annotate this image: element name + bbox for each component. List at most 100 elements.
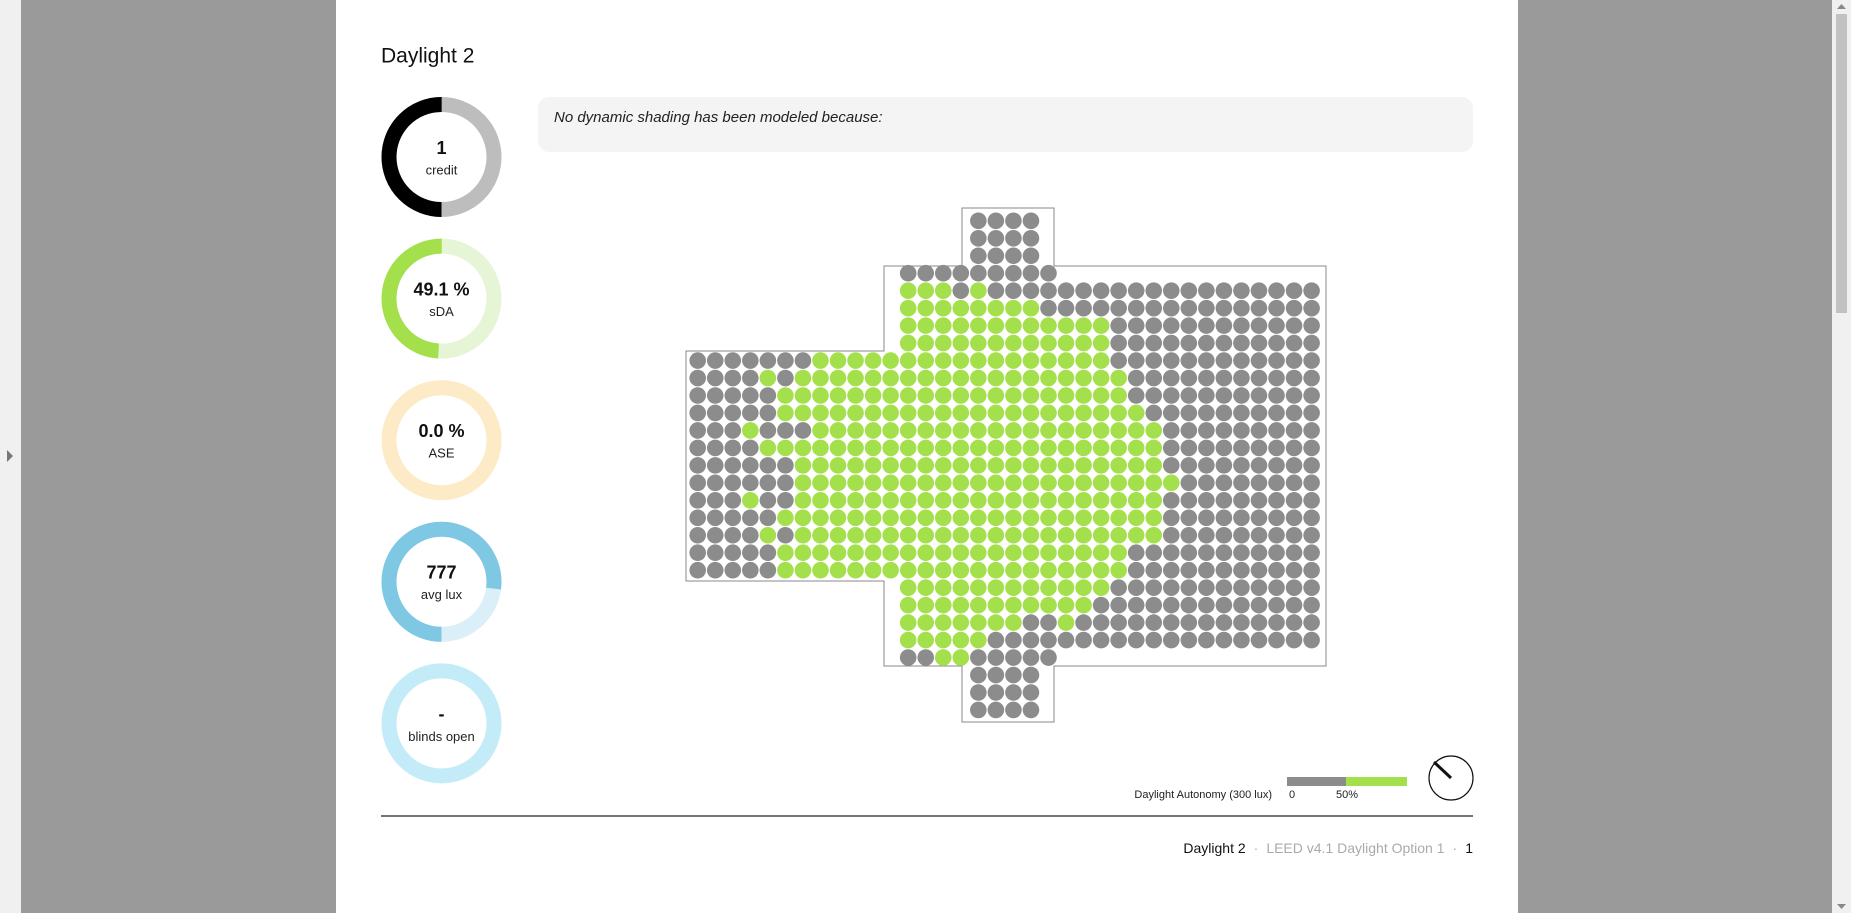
sensor-point — [970, 247, 987, 265]
sensor-point — [899, 509, 917, 527]
sensor-point — [1057, 369, 1075, 387]
sensor-point — [1268, 526, 1285, 544]
sensor-point — [1145, 509, 1163, 527]
sensor-point — [1092, 561, 1110, 579]
sensor-point — [1022, 649, 1040, 666]
sensor-point — [829, 439, 847, 457]
sensor-point — [1180, 282, 1198, 299]
sensor-point — [1040, 264, 1057, 282]
sensor-point — [1057, 492, 1075, 509]
sensor-point — [812, 404, 829, 422]
sensor-point — [1268, 544, 1285, 562]
sensor-point — [1110, 596, 1127, 614]
sensor-point — [987, 457, 1005, 474]
sensor-point — [1022, 457, 1040, 474]
sensor-point — [1233, 334, 1250, 352]
sensor-point — [917, 282, 935, 299]
sensor-point — [1285, 474, 1303, 492]
sensor-point — [1180, 596, 1198, 614]
sensor-point — [1303, 369, 1320, 387]
sensor-point — [1162, 457, 1180, 474]
sensor-point — [1075, 282, 1092, 299]
sensor-point — [706, 387, 724, 404]
sensor-point — [1057, 299, 1075, 317]
sensor-point — [987, 299, 1005, 317]
sensor-point — [1005, 561, 1022, 579]
sensor-point — [812, 526, 829, 544]
sensor-point — [1092, 526, 1110, 544]
sensor-point — [1110, 334, 1127, 352]
sensor-point — [952, 334, 970, 352]
sensor-point — [1233, 422, 1250, 439]
sensor-point — [1005, 474, 1022, 492]
sensor-point — [1250, 282, 1268, 299]
sensor-point — [1303, 631, 1320, 649]
sensor-point — [1215, 509, 1233, 527]
sensor-point — [1303, 561, 1320, 579]
sensor-point — [864, 404, 882, 422]
sensor-point — [899, 492, 917, 509]
sensor-point — [934, 492, 952, 509]
sensor-point — [917, 264, 935, 282]
sensor-point — [1198, 352, 1215, 369]
sensor-point — [1198, 614, 1215, 631]
sensor-point — [689, 474, 706, 492]
sensor-point — [1233, 282, 1250, 299]
scroll-up[interactable] — [1837, 4, 1846, 9]
sensor-point — [970, 631, 987, 649]
sensor-point — [1040, 422, 1057, 439]
sensor-point — [934, 352, 952, 369]
sensor-point — [987, 492, 1005, 509]
sensor-point — [1075, 387, 1092, 404]
sensor-point — [1005, 317, 1022, 334]
sensor-point — [952, 492, 970, 509]
sensor-point — [829, 509, 847, 527]
sensor-point — [1022, 631, 1040, 649]
sensor-point — [1285, 299, 1303, 317]
sensor-point — [1092, 299, 1110, 317]
gauge-value: 0.0 % — [418, 421, 464, 441]
sensor-point — [759, 439, 777, 457]
sensor-point — [934, 334, 952, 352]
sensor-point — [706, 544, 724, 562]
sensor-point — [706, 526, 724, 544]
sensor-point — [1162, 282, 1180, 299]
north-needle — [1432, 760, 1453, 780]
sensor-point — [812, 352, 829, 369]
sensor-point — [1162, 614, 1180, 631]
expand-arrow[interactable] — [7, 450, 13, 462]
sensor-point — [706, 404, 724, 422]
sensor-point — [1005, 334, 1022, 352]
sensor-point — [1162, 631, 1180, 649]
gauge-value: 49.1 % — [413, 279, 469, 299]
sensor-point — [812, 561, 829, 579]
sensor-point — [1303, 299, 1320, 317]
sensor-point — [987, 526, 1005, 544]
sensor-point — [899, 631, 917, 649]
sensor-point — [1127, 544, 1145, 562]
sensor-point — [1005, 631, 1022, 649]
scroll-thumb[interactable] — [1836, 14, 1847, 313]
sensor-point — [917, 579, 935, 596]
sensor-point — [1005, 212, 1022, 230]
sensor-point — [706, 439, 724, 457]
sensor-point — [1233, 509, 1250, 527]
sensor-point — [1092, 282, 1110, 299]
sensor-point — [1215, 457, 1233, 474]
sensor-point — [1127, 492, 1145, 509]
gauge-label: ASE — [428, 446, 454, 461]
sensor-point — [899, 614, 917, 631]
sensor-point — [742, 474, 759, 492]
sensor-point — [742, 404, 759, 422]
sensor-point — [952, 282, 970, 299]
sensor-point — [970, 229, 987, 247]
sensor-point — [1075, 579, 1092, 596]
scroll-down[interactable] — [1837, 904, 1846, 909]
sensor-point — [1145, 387, 1163, 404]
sensor-point — [1127, 631, 1145, 649]
sensor-point — [934, 526, 952, 544]
sensor-point — [1268, 579, 1285, 596]
sensor-point — [1198, 457, 1215, 474]
sensor-point — [1215, 387, 1233, 404]
sensor-point — [1215, 631, 1233, 649]
